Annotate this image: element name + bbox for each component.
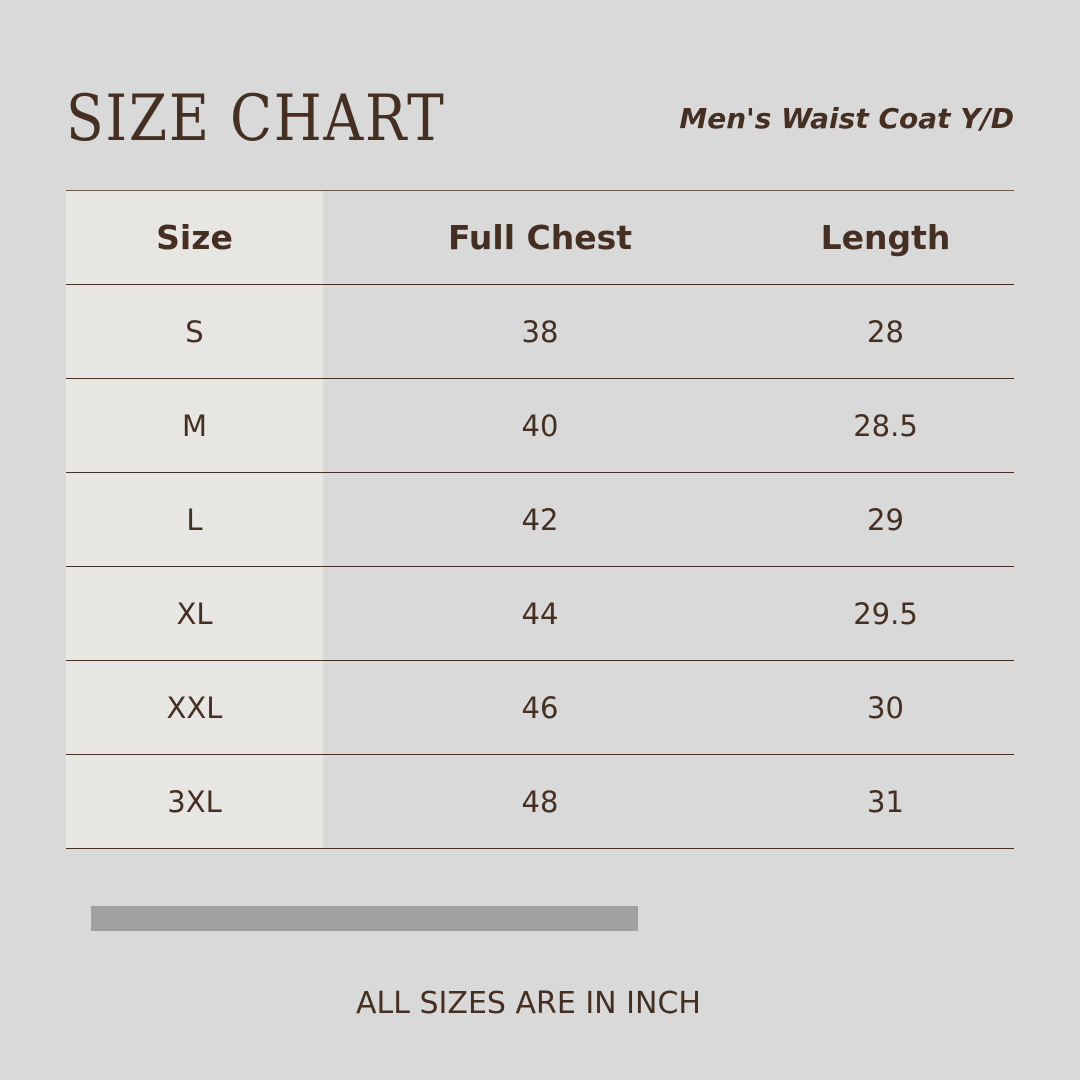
cell-full-chest: 46 [521, 690, 559, 725]
cell-size: 3XL [66, 755, 323, 848]
cell-size: XXL [66, 661, 323, 754]
decorative-bar [91, 906, 638, 931]
page-title: SIZE CHART [66, 82, 446, 156]
cell-size: L [66, 473, 323, 566]
cell-full-chest: 42 [521, 502, 559, 537]
cell-length: 31 [867, 784, 904, 819]
cell-length: 29.5 [853, 596, 918, 631]
size-table: Size Full Chest Length S 38 28 M 40 28.5 L 42 29… [66, 190, 1014, 849]
cell-full-chest: 48 [521, 784, 559, 819]
header-full-chest: Full Chest [447, 218, 632, 257]
table-row: 3XL 48 31 [66, 755, 1014, 849]
table-row: XL 44 29.5 [66, 567, 1014, 661]
cell-length: 30 [867, 690, 904, 725]
cell-full-chest: 44 [521, 596, 559, 631]
table-row: S 38 28 [66, 285, 1014, 379]
units-note: ALL SIZES ARE IN INCH [356, 986, 701, 1021]
cell-length: 28.5 [853, 408, 918, 443]
cell-length: 29 [867, 502, 904, 537]
cell-size: S [66, 285, 323, 378]
cell-full-chest: 38 [521, 314, 559, 349]
header-length: Length [820, 218, 951, 257]
product-name: Men's Waist Coat Y/D [679, 102, 1014, 135]
cell-length: 28 [867, 314, 904, 349]
cell-size: XL [66, 567, 323, 660]
cell-size: M [66, 379, 323, 472]
table-row: M 40 28.5 [66, 379, 1014, 473]
table-row: L 42 29 [66, 473, 1014, 567]
cell-full-chest: 40 [521, 408, 559, 443]
table-header: Size Full Chest Length [66, 191, 1014, 285]
table-row: XXL 46 30 [66, 661, 1014, 755]
header-size: Size [66, 191, 323, 284]
